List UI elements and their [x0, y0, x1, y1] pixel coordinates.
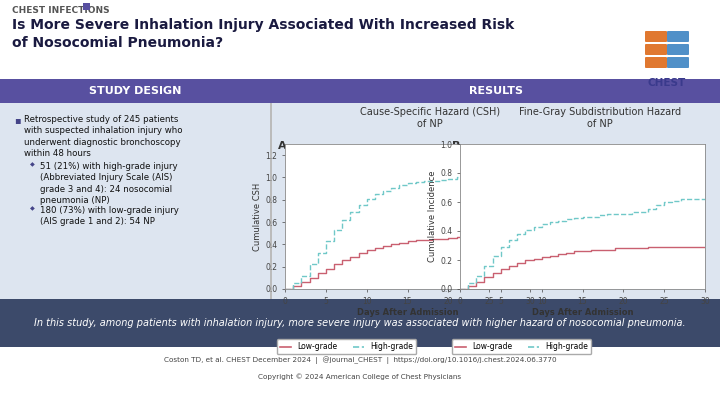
Legend: Low-grade, High-grade: Low-grade, High-grade — [451, 339, 591, 354]
Bar — [0, 347, 720, 399]
Text: Fine-Gray Subdistribution Hazard
of NP: Fine-Gray Subdistribution Hazard of NP — [519, 107, 681, 129]
Text: RESULTS: RESULTS — [469, 86, 523, 96]
FancyBboxPatch shape — [645, 57, 667, 68]
Text: A: A — [278, 141, 287, 151]
Text: CHEST: CHEST — [648, 78, 686, 88]
FancyBboxPatch shape — [667, 57, 689, 68]
X-axis label: Days After Admission: Days After Admission — [532, 308, 634, 318]
Text: Is More Severe Inhalation Injury Associated With Increased Risk
of Nosocomial Pn: Is More Severe Inhalation Injury Associa… — [12, 18, 514, 50]
Bar — [83, 3, 90, 10]
FancyBboxPatch shape — [667, 31, 689, 42]
FancyBboxPatch shape — [645, 31, 667, 42]
Text: Retrospective study of 245 patients
with suspected inhalation injury who
underwe: Retrospective study of 245 patients with… — [24, 115, 182, 158]
Text: Coston TD, et al. CHEST December 2024  |  @journal_CHEST  |  https://doi.org/10.: Coston TD, et al. CHEST December 2024 | … — [163, 356, 557, 364]
Bar — [0, 299, 720, 347]
Text: Cause-Specific Hazard (CSH)
of NP: Cause-Specific Hazard (CSH) of NP — [360, 107, 500, 129]
Text: STUDY DESIGN: STUDY DESIGN — [89, 86, 181, 96]
Bar — [270, 103, 272, 299]
Text: ◆: ◆ — [30, 162, 35, 167]
Text: CHEST INFECTIONS: CHEST INFECTIONS — [12, 6, 109, 15]
Bar — [0, 0, 720, 79]
Text: ◆: ◆ — [30, 206, 35, 211]
Text: ▪: ▪ — [14, 115, 21, 125]
Text: B: B — [452, 141, 460, 151]
Y-axis label: Cumulative Incidence: Cumulative Incidence — [428, 171, 438, 262]
Text: In this study, among patients with inhalation injury, more severe injury was ass: In this study, among patients with inhal… — [34, 318, 686, 328]
FancyBboxPatch shape — [667, 44, 689, 55]
Text: 180 (73%) with low-grade injury
(AIS grade 1 and 2): 54 NP: 180 (73%) with low-grade injury (AIS gra… — [40, 206, 179, 227]
Legend: Low-grade, High-grade: Low-grade, High-grade — [276, 339, 416, 354]
Bar — [0, 79, 720, 103]
X-axis label: Days After Admission: Days After Admission — [356, 308, 458, 318]
FancyBboxPatch shape — [645, 44, 667, 55]
Bar — [0, 79, 720, 299]
Y-axis label: Cumulative CSH: Cumulative CSH — [253, 182, 263, 251]
Text: 51 (21%) with high-grade injury
(Abbreviated Injury Scale (AIS)
grade 3 and 4): : 51 (21%) with high-grade injury (Abbrevi… — [40, 162, 178, 205]
Text: Copyright © 2024 American College of Chest Physicians: Copyright © 2024 American College of Che… — [258, 374, 462, 380]
